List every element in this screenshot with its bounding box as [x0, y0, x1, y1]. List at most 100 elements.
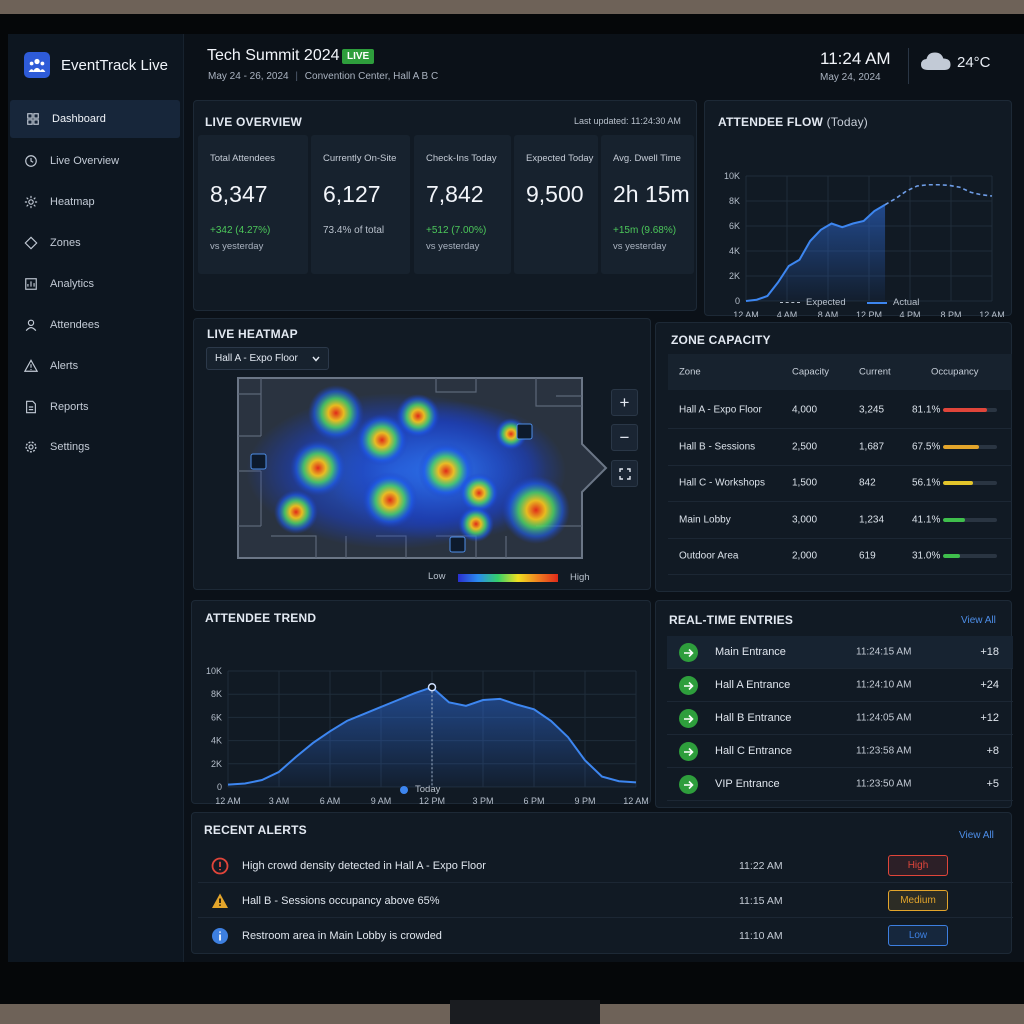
kpi-value: 2h 15m — [613, 181, 690, 207]
sidebar-item-dashboard[interactable]: Dashboard — [10, 100, 180, 138]
zone-capacity: 2,500 — [792, 441, 818, 452]
y-tick-label: 0 — [217, 782, 222, 792]
kpi-card: Currently On-Site 6,127 73.4% of total — [311, 135, 410, 274]
kpi-label: Currently On-Site — [323, 153, 397, 164]
clock-icon — [24, 154, 38, 168]
severity-badge: High — [888, 854, 948, 876]
area-select[interactable]: Hall A - Expo Floor — [206, 347, 329, 370]
alert-row[interactable]: Hall B - Sessions occupancy above 65% 11:… — [198, 884, 1013, 918]
zone-row[interactable]: Hall C - Workshops 1,500 842 56.1% — [668, 465, 1012, 502]
fullscreen-button[interactable] — [611, 460, 638, 487]
sidebar-item-alerts[interactable]: Alerts — [8, 347, 184, 385]
y-tick-label: 8K — [729, 196, 740, 206]
legend-expected: Expected — [780, 297, 846, 308]
entry-count: +24 — [980, 679, 999, 691]
zone-occupancy: 31.0% — [912, 550, 941, 562]
sidebar: EventTrack Live Dashboard Live Overview He… — [8, 34, 184, 962]
sidebar-item-label: Alerts — [50, 360, 79, 372]
kpi-card: Expected Today 9,500 — [514, 135, 598, 274]
sidebar-item-heatmap[interactable]: Heatmap — [8, 183, 184, 221]
zone-current: 842 — [859, 477, 876, 489]
chevron-down-icon — [312, 356, 320, 362]
flow-title: ATTENDEE FLOW — [718, 115, 824, 129]
gear-icon — [24, 440, 38, 454]
entry-name: VIP Entrance — [715, 778, 780, 790]
zone-row[interactable]: Hall B - Sessions 2,500 1,687 67.5% — [668, 429, 1012, 466]
occupancy-bar — [943, 554, 997, 558]
entries-view-all-link[interactable]: View All — [961, 615, 996, 626]
legend-high: High — [570, 572, 590, 583]
sidebar-item-label: Attendees — [50, 319, 100, 331]
dashed-line-swatch — [780, 302, 800, 303]
sidebar-item-analytics[interactable]: Analytics — [8, 265, 184, 303]
zone-occupancy: 41.1% — [912, 514, 941, 525]
user-icon — [24, 318, 38, 332]
zone-name: Main Lobby — [679, 514, 731, 525]
error-icon — [211, 857, 229, 875]
kpi-value: 9,500 — [526, 181, 584, 207]
location-marker-icon — [250, 423, 533, 553]
alert-row[interactable]: High crowd density detected in Hall A - … — [198, 849, 1013, 883]
alert-time: 11:10 AM — [739, 930, 783, 942]
entry-row[interactable]: VIP Entrance 11:23:50 AM +5 — [667, 768, 1013, 801]
people-logo-icon — [24, 52, 50, 78]
alert-row[interactable]: Restroom area in Main Lobby is crowded 11… — [198, 919, 1013, 953]
sidebar-item-label: Reports — [50, 401, 89, 413]
x-tick-label: 6 AM — [320, 796, 341, 805]
legend-expected-label: Expected — [806, 297, 846, 308]
legend-actual-label: Actual — [893, 297, 920, 308]
x-tick-label: 8 PM — [940, 310, 961, 317]
kpi-reference: vs yesterday — [613, 241, 667, 252]
zoom-out-button[interactable]: − — [611, 424, 638, 451]
severity-badge: Medium — [888, 889, 948, 911]
brand[interactable]: EventTrack Live — [24, 52, 168, 78]
kpi-card: Total Attendees 8,347 +342 (4.27%) vs yeste… — [198, 135, 308, 274]
entry-row[interactable]: Hall B Entrance 11:24:05 AM +12 — [667, 702, 1013, 735]
col-zone: Zone — [679, 366, 701, 378]
zone-occupancy: 81.1% — [912, 404, 941, 416]
x-tick-label: 6 PM — [523, 796, 544, 805]
attendee-flow-chart: 0 2K 4K 6K 8K 10K 12 AM 4 AM 8 AM 12 PM 4 PM 8 PM 12… — [724, 171, 1005, 317]
zone-row[interactable]: Main Lobby 3,000 1,234 41.1% — [668, 502, 1012, 539]
x-tick-label: 9 PM — [574, 796, 595, 805]
kpi-label: Check-Ins Today — [426, 153, 497, 164]
zone-occupancy: 56.1% — [912, 477, 941, 489]
expected-series-line — [884, 183, 993, 206]
occupancy-bar — [943, 481, 997, 485]
sidebar-item-live-overview[interactable]: Live Overview — [8, 142, 184, 180]
dashboard-screen: EventTrack Live Dashboard Live Overview He… — [8, 34, 1024, 962]
entry-count: +18 — [980, 646, 999, 658]
kpi-label: Expected Today — [526, 153, 594, 164]
zone-name: Outdoor Area — [679, 550, 739, 562]
sidebar-item-attendees[interactable]: Attendees — [8, 306, 184, 344]
kpi-value: 8,347 — [210, 181, 268, 207]
entry-row[interactable]: Hall C Entrance 11:23:58 AM +8 — [667, 735, 1013, 768]
occupancy-bar — [943, 517, 997, 522]
sidebar-item-zones[interactable]: Zones — [8, 224, 184, 262]
panel-title: RECENT ALERTS — [204, 823, 307, 837]
divider — [908, 48, 909, 84]
zone-row[interactable]: Hall A - Expo Floor 4,000 3,245 81.1% — [668, 392, 1012, 429]
zone-occupancy: 67.5% — [912, 441, 941, 452]
zone-name: Hall C - Workshops — [679, 477, 765, 489]
report-icon — [24, 400, 38, 414]
live-badge: LIVE — [342, 49, 375, 64]
alerts-view-all-link[interactable]: View All — [959, 830, 994, 841]
panel-title: ATTENDEE FLOW (Today) — [718, 115, 868, 129]
x-tick-label: 12 AM — [979, 310, 1005, 317]
sidebar-item-settings[interactable]: Settings — [8, 428, 184, 466]
kpi-label: Total Attendees — [210, 153, 275, 164]
entry-row[interactable]: Main Entrance 11:24:15 AM +18 — [667, 636, 1013, 669]
sidebar-item-reports[interactable]: Reports — [8, 388, 184, 426]
zone-current: 1,234 — [859, 514, 885, 525]
dot-swatch — [400, 785, 408, 794]
panel-title: LIVE HEATMAP — [207, 327, 298, 341]
peak-point[interactable] — [427, 682, 437, 692]
kpi-card: Avg. Dwell Time 2h 15m +15m (9.68%) vs yest… — [601, 135, 694, 274]
zoom-in-button[interactable]: + — [611, 389, 638, 416]
x-tick-label: 12 AM — [215, 796, 241, 805]
x-tick-label: 8 AM — [818, 310, 839, 317]
monitor-stand — [450, 1000, 600, 1024]
entry-row[interactable]: Hall A Entrance 11:24:10 AM +24 — [667, 669, 1013, 702]
zone-row[interactable]: Outdoor Area 2,000 619 31.0% — [668, 538, 1012, 575]
